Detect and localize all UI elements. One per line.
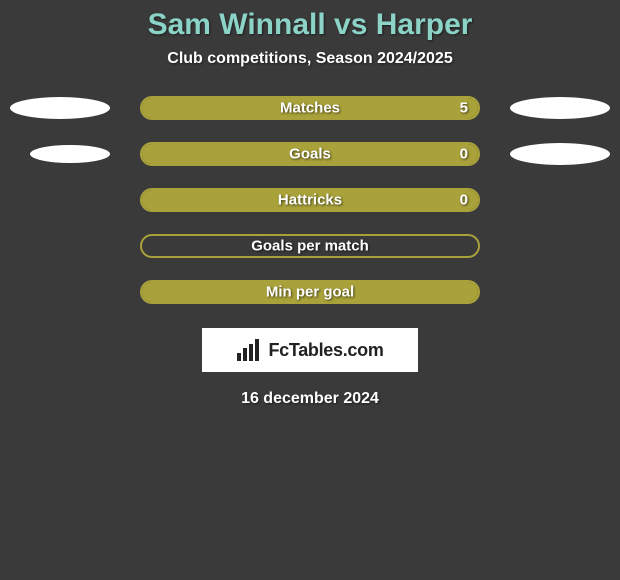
stat-label: Hattricks xyxy=(278,192,342,209)
stat-row-goals: Goals 0 xyxy=(0,142,620,166)
stat-bar: Goals per match xyxy=(140,234,480,258)
stat-label: Goals xyxy=(289,146,331,163)
stat-value: 0 xyxy=(460,146,468,163)
date-text: 16 december 2024 xyxy=(0,390,620,408)
decor-ellipse xyxy=(10,97,110,119)
stat-row-goals-per-match: Goals per match xyxy=(0,234,620,258)
stat-label: Min per goal xyxy=(266,284,354,301)
subtitle: Club competitions, Season 2024/2025 xyxy=(0,50,620,68)
decor-ellipse xyxy=(510,97,610,119)
logo-text: FcTables.com xyxy=(268,340,383,361)
stat-row-matches: Matches 5 xyxy=(0,96,620,120)
stat-row-min-per-goal: Min per goal xyxy=(0,280,620,304)
page-title: Sam Winnall vs Harper xyxy=(0,0,620,42)
stat-bar: Goals 0 xyxy=(140,142,480,166)
stat-bar: Min per goal xyxy=(140,280,480,304)
decor-ellipse xyxy=(510,143,610,165)
stat-row-hattricks: Hattricks 0 xyxy=(0,188,620,212)
stat-label: Goals per match xyxy=(251,238,369,255)
stat-bar: Hattricks 0 xyxy=(140,188,480,212)
decor-ellipse xyxy=(30,145,110,163)
stat-bar: Matches 5 xyxy=(140,96,480,120)
stat-value: 5 xyxy=(460,100,468,117)
stat-value: 0 xyxy=(460,192,468,209)
logo-bars-icon xyxy=(236,339,262,361)
stats-section: Matches 5 Goals 0 Hattricks 0 Goals per … xyxy=(0,96,620,304)
stat-label: Matches xyxy=(280,100,340,117)
logo-box: FcTables.com xyxy=(202,328,418,372)
